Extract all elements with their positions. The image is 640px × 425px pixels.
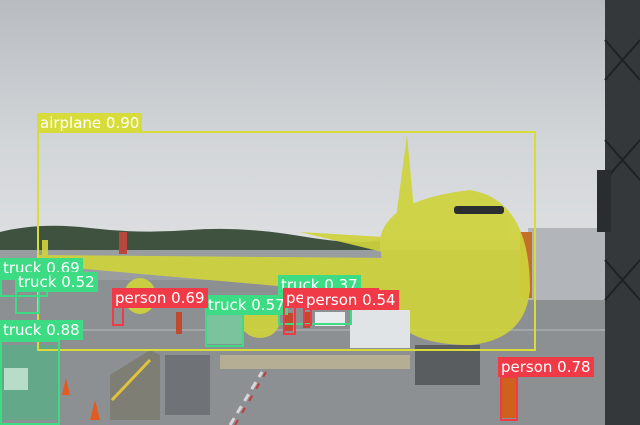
person-detection-label: person 0.78 — [498, 357, 594, 377]
truck-detection-label: truck 0.88 — [0, 320, 83, 340]
person-detection-label: person 0.69 — [112, 288, 208, 308]
person-detection-box — [500, 376, 518, 421]
truck-detection-box — [15, 290, 40, 314]
truck-detection-box — [0, 340, 60, 425]
person-detection-box — [283, 305, 296, 335]
person-detection-box — [112, 306, 124, 326]
truck-detection-label: truck 0.57 — [205, 295, 288, 315]
truck-detection-label: truck 0.52 — [15, 272, 98, 292]
truck-detection-box — [205, 312, 244, 347]
airplane-detection-box — [37, 131, 536, 351]
airplane-detection-label: airplane 0.90 — [37, 113, 143, 133]
person-detection-label: person 0.54 — [303, 290, 399, 310]
